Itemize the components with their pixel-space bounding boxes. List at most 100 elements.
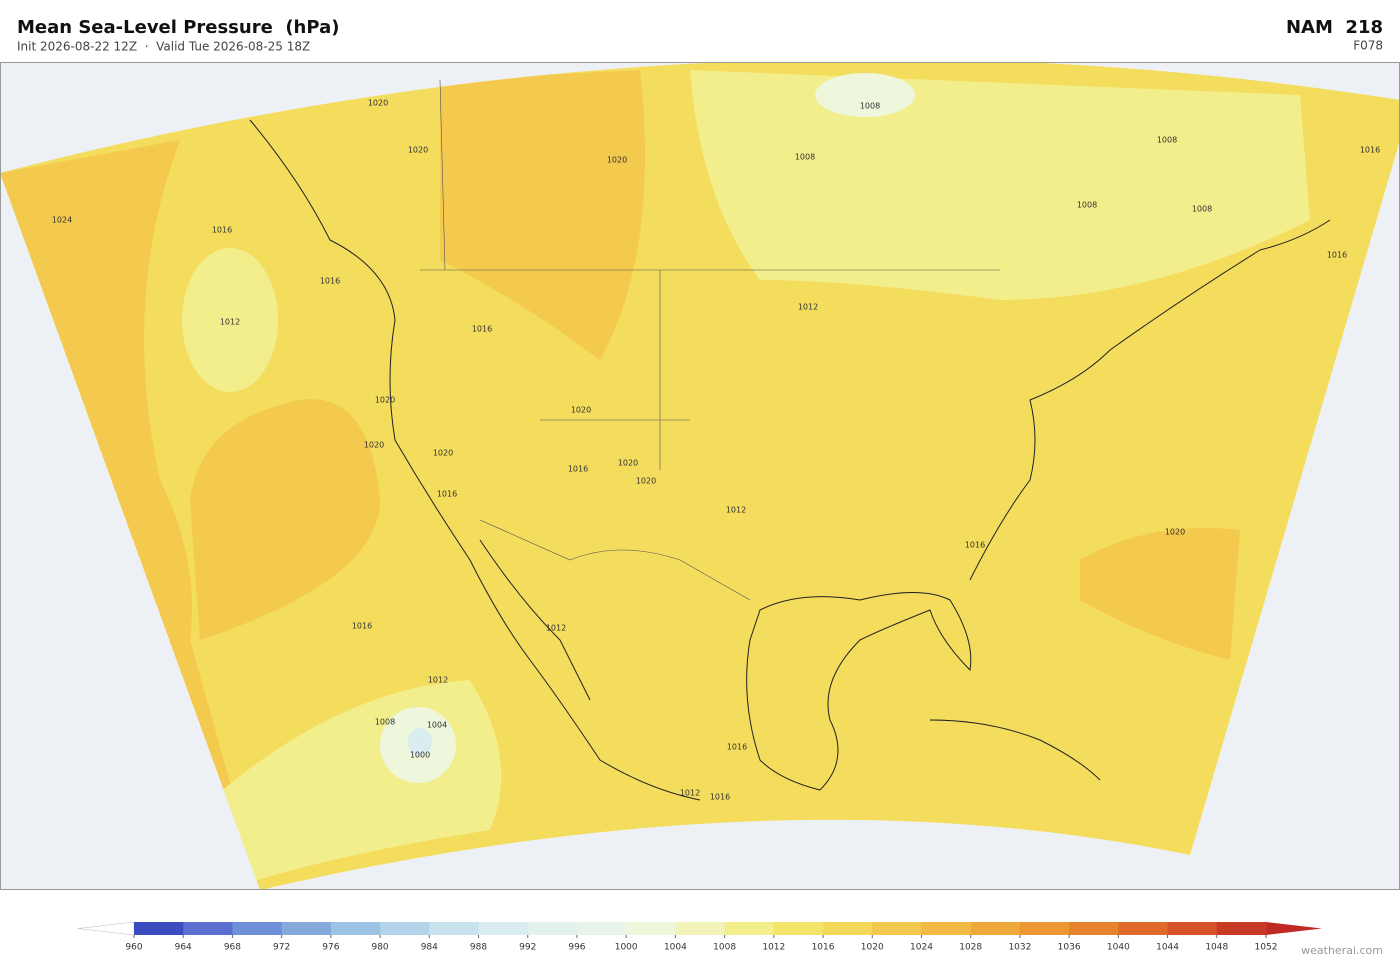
colorbar-tick-label: 960 bbox=[125, 943, 142, 953]
colorbar-segment bbox=[1118, 922, 1169, 935]
colorbar-tick-label: 1040 bbox=[1107, 943, 1130, 953]
forecast-hour: F078 bbox=[1353, 39, 1383, 53]
contour-label: 1016 bbox=[965, 541, 985, 550]
contour-label: 1016 bbox=[727, 743, 747, 752]
contour-label: 1008 bbox=[795, 153, 815, 162]
colorbar-segment bbox=[1069, 922, 1119, 935]
contour-label: 1012 bbox=[220, 318, 240, 327]
colorbar-segment bbox=[576, 922, 627, 935]
field-high bbox=[0, 140, 260, 890]
contour-label: 1008 bbox=[860, 102, 880, 111]
colorbar-tick-label: 984 bbox=[421, 943, 438, 953]
watermark: weatherai.com bbox=[1301, 944, 1383, 957]
colorbar-segment bbox=[872, 922, 922, 935]
colorbar-segment bbox=[1216, 922, 1267, 935]
colorbar-segment bbox=[773, 922, 824, 935]
colorbar-segment bbox=[724, 922, 775, 935]
colorbar-segment bbox=[429, 922, 480, 935]
coastline bbox=[929, 719, 1101, 781]
colorbar-tick-label: 1052 bbox=[1255, 943, 1278, 953]
border bbox=[420, 79, 1000, 601]
colorbar-tick-label: 1024 bbox=[910, 943, 933, 953]
colorbar-tick-label: 1036 bbox=[1058, 943, 1081, 953]
contour-label: 1016 bbox=[320, 277, 340, 286]
coastline bbox=[479, 539, 591, 701]
colorbar-tick-label: 1012 bbox=[762, 943, 785, 953]
colorbar-extend-low bbox=[77, 921, 135, 936]
contour-label: 1016 bbox=[1360, 146, 1380, 155]
field-high bbox=[440, 70, 645, 360]
colorbar-tick-label: 1044 bbox=[1156, 943, 1179, 953]
colorbar-tick-label: 1028 bbox=[959, 943, 982, 953]
colorbar-tick-label: 996 bbox=[568, 943, 585, 953]
colorbar-segment bbox=[380, 922, 430, 935]
contour-label: 1016 bbox=[568, 465, 588, 474]
colorbar-tick-label: 1048 bbox=[1205, 943, 1228, 953]
colorbar-tick-label: 1000 bbox=[615, 943, 638, 953]
colorbar: 960 964 968 972 976 980 984 988 992 996 1000 1004 10… bbox=[77, 921, 1322, 953]
coastline bbox=[969, 219, 1331, 581]
contour-label: 1016 bbox=[352, 622, 372, 631]
colorbar-tick-label: 1004 bbox=[664, 943, 687, 953]
colorbar-segment bbox=[134, 922, 184, 935]
colorbar-tick-label: 980 bbox=[371, 943, 388, 953]
colorbar-segment bbox=[675, 922, 726, 935]
colorbar-tick-label: 968 bbox=[224, 943, 241, 953]
field-high bbox=[190, 399, 380, 640]
field-low bbox=[408, 728, 432, 756]
colorbar-tick-label: 1016 bbox=[812, 943, 835, 953]
borders bbox=[420, 79, 1000, 601]
contour-label: 1016 bbox=[472, 325, 492, 334]
colorbar-tick-label: 972 bbox=[273, 943, 290, 953]
contour-label: 1012 bbox=[798, 303, 818, 312]
title: Mean Sea-Level Pressure (hPa) bbox=[17, 17, 339, 38]
contour-label: 1008 bbox=[1192, 205, 1212, 214]
contour-label: 1020 bbox=[618, 459, 638, 468]
field-low bbox=[815, 73, 915, 117]
contour-label: 1012 bbox=[726, 506, 746, 515]
colorbar-extend-high bbox=[1266, 922, 1322, 935]
contour-label: 1016 bbox=[1327, 251, 1347, 260]
contour-label: 1020 bbox=[408, 146, 428, 155]
contour-label: 1012 bbox=[546, 624, 566, 633]
contour-label: 1016 bbox=[437, 490, 457, 499]
colorbar-segment bbox=[823, 922, 873, 935]
contour-label: 1016 bbox=[710, 793, 730, 802]
colorbar-segment bbox=[1019, 922, 1070, 935]
colorbar-segment bbox=[183, 922, 233, 935]
field-low bbox=[182, 248, 278, 392]
contour-labels: 1020 1020 1020 1008 1008 1008 1008 1008 1016 1024… bbox=[52, 99, 1380, 802]
contour-label: 1020 bbox=[364, 441, 384, 450]
contour-label: 1020 bbox=[1165, 528, 1185, 537]
colorbar-segment bbox=[626, 922, 676, 935]
contour-label: 1000 bbox=[410, 751, 430, 760]
contour-label: 1012 bbox=[428, 676, 448, 685]
field-low bbox=[690, 70, 1310, 300]
subtitle: Init 2026-08-22 12Z · Valid Tue 2026-08-… bbox=[17, 40, 310, 54]
contour-label: 1024 bbox=[52, 216, 72, 225]
colorbar-tick-label: 1008 bbox=[713, 943, 736, 953]
coastline bbox=[249, 119, 701, 801]
contour-label: 1008 bbox=[1077, 201, 1097, 210]
contour-label: 1020 bbox=[571, 406, 591, 415]
colorbar-segment bbox=[921, 922, 972, 935]
contour-label: 1008 bbox=[1157, 136, 1177, 145]
colorbar-segment bbox=[478, 922, 529, 935]
colorbar-tick-label: 964 bbox=[175, 943, 192, 953]
colorbar-tick-label: 992 bbox=[519, 943, 536, 953]
colorbar-segment bbox=[1167, 922, 1218, 935]
colorbar-tick-label: 1020 bbox=[861, 943, 884, 953]
field-high bbox=[1080, 528, 1240, 660]
contour-label: 1020 bbox=[368, 99, 388, 108]
contour-label: 1020 bbox=[636, 477, 656, 486]
colorbar-segment bbox=[281, 922, 332, 935]
contour-label: 1020 bbox=[433, 449, 453, 458]
coastlines bbox=[249, 119, 1331, 801]
colorbar-segment bbox=[232, 922, 283, 935]
colorbar-tick-label: 976 bbox=[322, 943, 339, 953]
colorbar-segment bbox=[527, 922, 578, 935]
contour-label: 1008 bbox=[375, 718, 395, 727]
contour-label: 1012 bbox=[680, 789, 700, 798]
